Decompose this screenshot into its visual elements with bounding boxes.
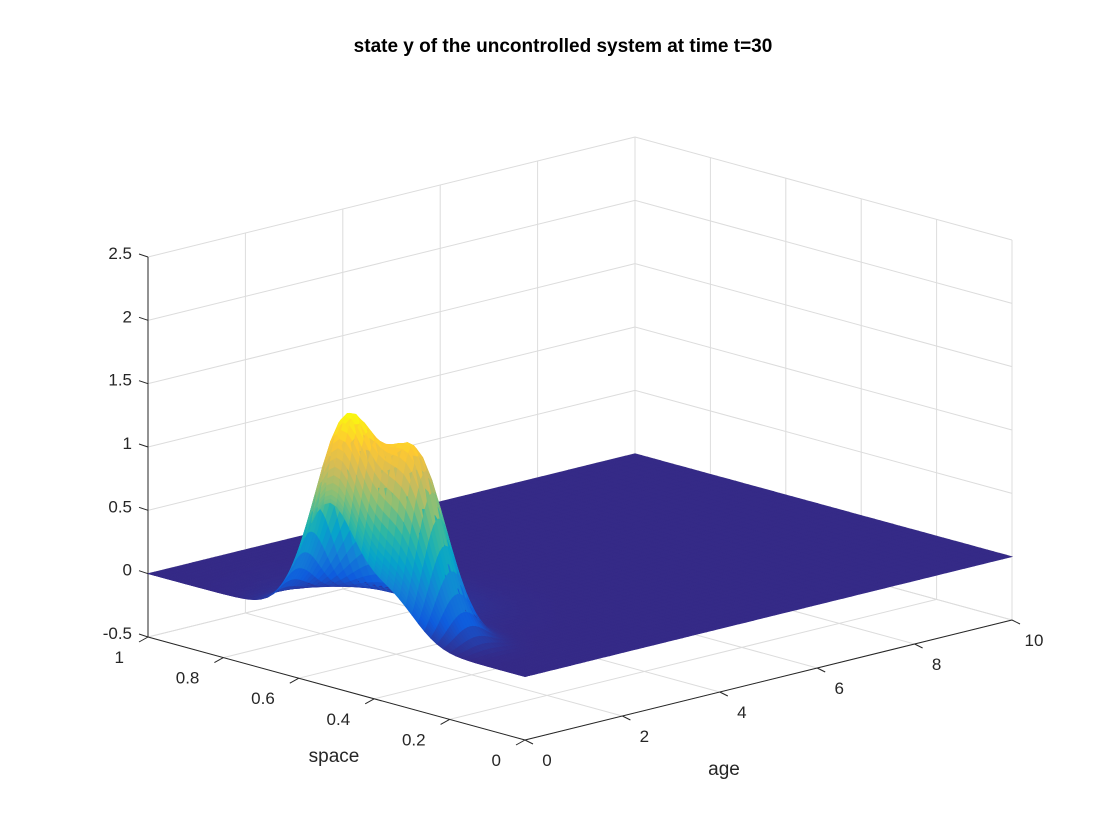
grid-line xyxy=(634,263,1013,368)
grid-line xyxy=(634,326,1013,431)
x-axis-line xyxy=(524,619,1013,741)
grid-line xyxy=(147,326,636,448)
grid-line xyxy=(147,136,636,258)
grid-line xyxy=(449,598,937,720)
grid-line xyxy=(147,199,636,321)
grid-line xyxy=(634,136,1013,241)
grid-line xyxy=(245,612,623,717)
grid-line xyxy=(147,263,636,385)
grid-line xyxy=(634,199,1013,304)
grid-line xyxy=(634,389,1013,494)
surface xyxy=(146,412,1014,678)
chart-title: state y of the uncontrolled system at ti… xyxy=(354,36,773,57)
y-axis-line xyxy=(147,636,526,741)
